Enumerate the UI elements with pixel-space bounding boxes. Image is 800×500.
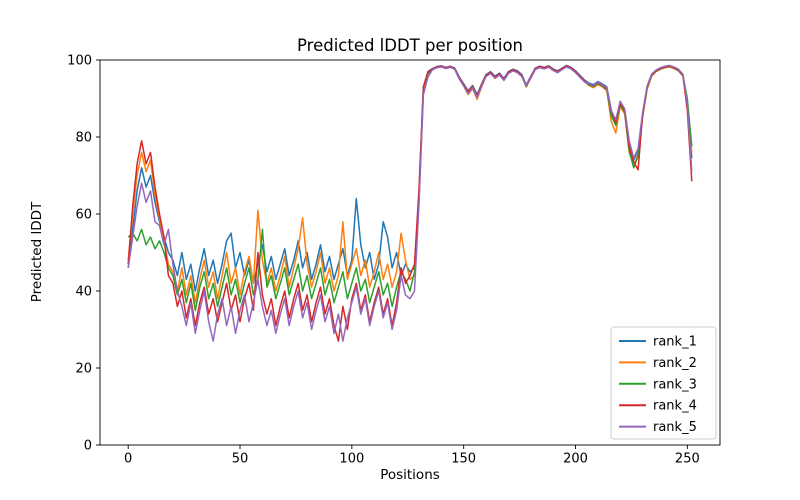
y-tick-label: 20 [75, 362, 92, 377]
legend-label-rank_4: rank_4 [653, 399, 697, 414]
x-tick-label: 100 [339, 452, 364, 467]
axes-frame [99, 59, 721, 446]
y-axis-label: Predicted lDDT [29, 201, 45, 303]
legend-label-rank_5: rank_5 [653, 420, 697, 435]
legend-label-rank_2: rank_2 [653, 356, 697, 371]
series-line-rank_5 [127, 64, 693, 342]
legend-label-rank_3: rank_3 [653, 377, 697, 392]
legend-label-rank_1: rank_1 [653, 335, 697, 350]
x-axis-label: Positions [380, 467, 440, 483]
x-tick-label: 150 [451, 452, 476, 467]
series-line-rank_4 [127, 65, 693, 342]
x-tick-label: 0 [124, 452, 132, 467]
y-tick-label: 60 [75, 208, 92, 223]
y-tick-label: 80 [75, 131, 92, 146]
y-tick-label: 0 [84, 439, 92, 454]
legend-box [610, 326, 717, 440]
x-tick-label: 200 [563, 452, 588, 467]
y-tick-label: 40 [75, 285, 92, 300]
x-tick-label: 50 [232, 452, 249, 467]
series-line-rank_2 [127, 65, 693, 304]
x-tick-label: 250 [675, 452, 700, 467]
y-tick-label: 100 [67, 54, 92, 69]
chart-title: Predicted lDDT per position [296, 36, 524, 55]
series-line-rank_1 [127, 64, 693, 292]
